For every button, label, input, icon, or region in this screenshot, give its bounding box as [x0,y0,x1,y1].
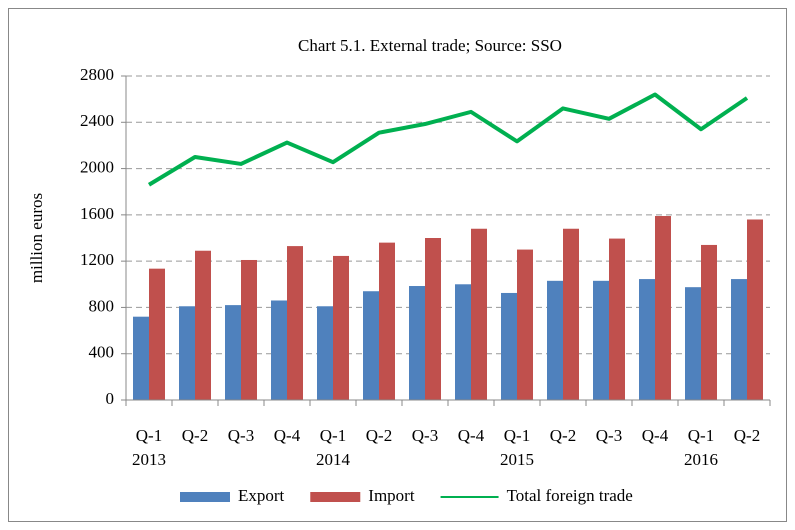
y-tick-label: 2400 [80,111,114,130]
bar [409,286,425,400]
bar [731,279,747,400]
x-tick-label: Q-1 [320,426,346,445]
bar [655,216,671,400]
y-tick-label: 0 [106,389,115,408]
legend-swatch [180,492,230,502]
legend-label: Import [368,486,415,505]
chart-title: Chart 5.1. External trade; Source: SSO [298,36,562,55]
bar [317,306,333,400]
x-tick-label: Q-2 [366,426,392,445]
y-tick-label: 800 [89,296,115,315]
bar [195,250,211,400]
x-tick-label: Q-4 [458,426,485,445]
bar [639,279,655,400]
x-tick-label: Q-2 [550,426,576,445]
y-axis-label: million euros [27,193,46,283]
y-tick-label: 2000 [80,157,114,176]
x-tick-label: Q-3 [412,426,438,445]
x-tick-label: Q-2 [734,426,760,445]
bar [701,244,717,400]
bar [271,300,287,400]
legend-label: Export [238,486,285,505]
bar [133,316,149,400]
bar [379,242,395,400]
bar [501,292,517,400]
bar [563,228,579,400]
y-tick-label: 400 [89,343,115,362]
x-tick-label: Q-3 [596,426,622,445]
y-tick-label: 1200 [80,250,114,269]
x-tick-label: Q-1 [136,426,162,445]
legend-swatch [310,492,361,502]
bar [287,246,303,400]
x-group-label: 2015 [500,450,534,469]
x-tick-label: Q-4 [642,426,669,445]
x-group-label: 2014 [316,450,351,469]
bar [333,255,349,400]
x-group-label: 2013 [132,450,166,469]
x-tick-label: Q-1 [688,426,714,445]
bar [593,280,609,400]
bar [425,238,441,400]
bar [241,259,257,400]
bar [747,219,763,400]
bar [455,284,471,400]
y-tick-label: 1600 [80,204,114,223]
x-tick-label: Q-3 [228,426,254,445]
bar [517,249,533,400]
legend-label: Total foreign trade [507,486,633,505]
x-tick-label: Q-1 [504,426,530,445]
x-tick-label: Q-2 [182,426,208,445]
bar [609,238,625,400]
bar [149,268,165,400]
bar [547,280,563,400]
bar [225,305,241,400]
x-tick-label: Q-4 [274,426,301,445]
bar [471,228,487,400]
bar [685,287,701,400]
bar [179,306,195,400]
y-tick-label: 2800 [80,65,114,84]
bar [363,291,379,400]
x-group-label: 2016 [684,450,718,469]
line [147,92,749,187]
